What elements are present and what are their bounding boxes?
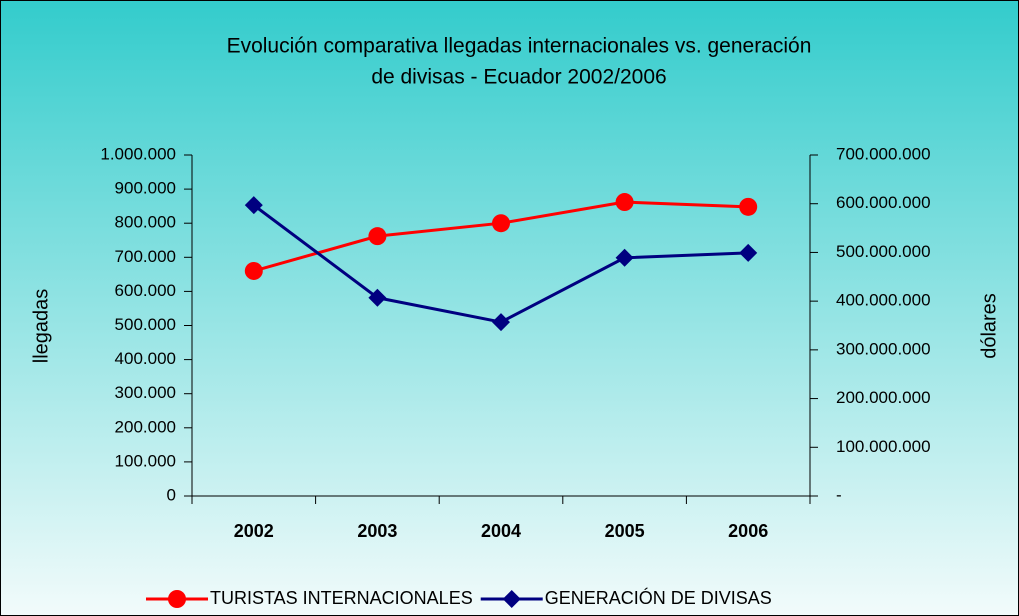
y2-tick-label: 600.000.000 — [836, 193, 931, 212]
y2-axis-label: dólares — [978, 293, 1000, 359]
x-tick-label: 2002 — [234, 521, 274, 541]
legend-label: GENERACIÓN DE DIVISAS — [545, 587, 772, 608]
y-tick-label: 0 — [167, 485, 176, 504]
point — [492, 313, 510, 332]
y2-tick-label: 200.000.000 — [836, 388, 931, 407]
x-tick-label: 2003 — [357, 521, 397, 541]
point — [368, 227, 387, 246]
legend-label: TURISTAS INTERNACIONALES — [210, 588, 473, 608]
y-tick-label: 300.000 — [115, 383, 176, 402]
y2-tick-label: 500.000.000 — [836, 242, 931, 261]
y2-tick-label: 400.000.000 — [836, 291, 931, 310]
y2-tick-label: 300.000.000 — [836, 339, 931, 358]
y-tick-label: 500.000 — [115, 315, 176, 334]
y-tick-label: 800.000 — [115, 213, 176, 232]
y-tick-label: 600.000 — [115, 281, 176, 300]
point — [739, 243, 758, 262]
point — [739, 197, 758, 216]
point — [244, 261, 263, 280]
y-tick-label: 400.000 — [115, 349, 176, 368]
y-tick-label: 100.000 — [115, 451, 176, 470]
point — [368, 288, 387, 307]
y2-tick-label: - — [836, 485, 842, 504]
point — [615, 248, 634, 267]
y-tick-label: 700.000 — [115, 247, 176, 266]
legend-marker — [168, 590, 186, 608]
point — [615, 193, 634, 212]
y-tick-label: 900.000 — [115, 179, 176, 198]
y-tick-label: 200.000 — [115, 417, 176, 436]
point — [492, 214, 510, 233]
x-tick-label: 2006 — [728, 521, 768, 541]
y-tick-label: 1.000.000 — [100, 144, 176, 163]
chart-title: de divisas - Ecuador 2002/2006 — [371, 66, 666, 89]
y2-tick-label: 100.000.000 — [836, 437, 931, 456]
x-tick-label: 2005 — [605, 521, 645, 541]
y-axis-label: llegadas — [30, 289, 52, 364]
y2-tick-label: 700.000.000 — [836, 144, 931, 163]
legend-marker — [502, 590, 521, 608]
x-tick-label: 2004 — [481, 521, 521, 541]
chart-title: Evolución comparativa llegadas internaci… — [227, 35, 812, 58]
point — [244, 196, 263, 215]
